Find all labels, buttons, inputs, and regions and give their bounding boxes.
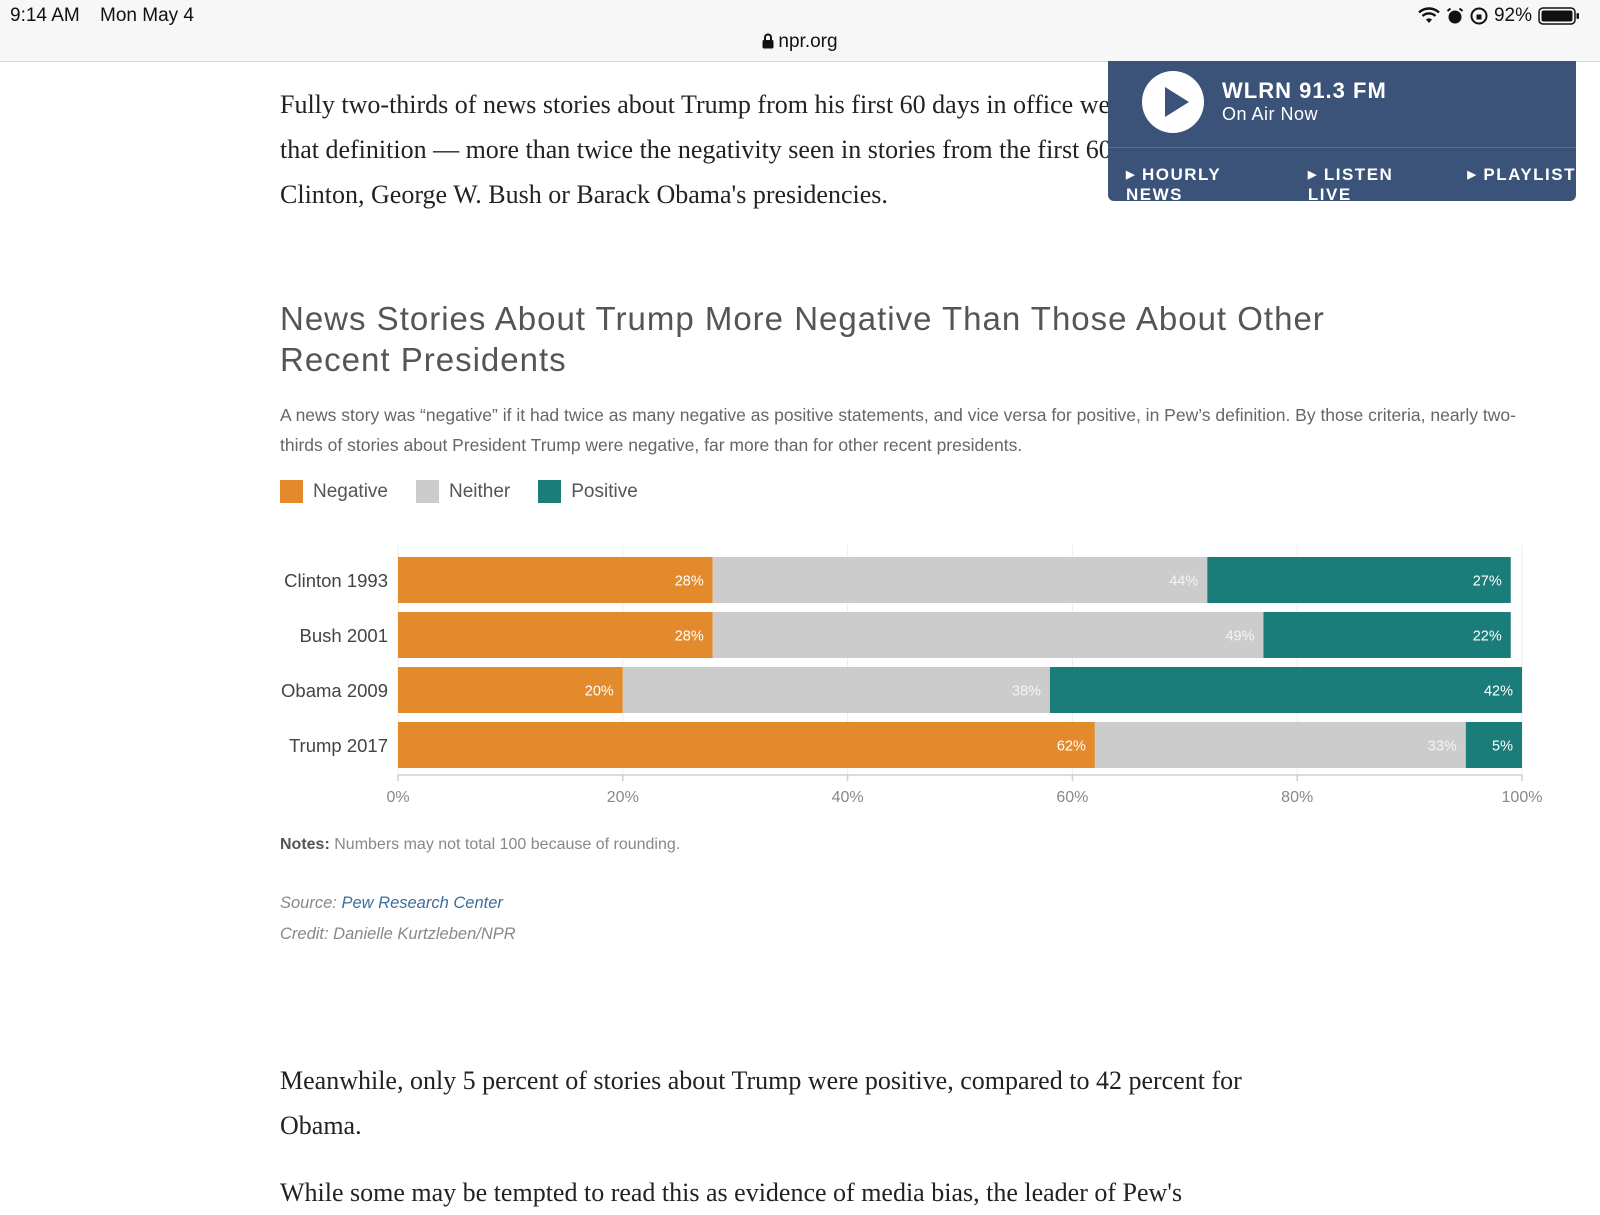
chart-title: News Stories About Trump More Negative T…: [280, 300, 1325, 378]
legend-swatch-negative: [280, 480, 303, 503]
playlist-label: PLAYLIST: [1483, 165, 1576, 184]
legend-label-negative: Negative: [313, 480, 388, 502]
bar-segment-negative: [398, 557, 713, 603]
category-label: Trump 2017: [289, 735, 388, 756]
status-time: 9:14 AM: [10, 5, 80, 26]
data-label: 33%: [1428, 739, 1457, 755]
data-label: 5%: [1492, 739, 1513, 755]
bar-segment-positive: [1263, 612, 1511, 658]
data-label: 49%: [1225, 629, 1254, 645]
alarm-icon: [1446, 7, 1464, 24]
url-text: npr.org: [778, 31, 838, 52]
battery-icon: [1538, 7, 1579, 25]
playlist-link[interactable]: ▶ PLAYLIST: [1467, 165, 1576, 205]
lock-icon: [762, 33, 774, 49]
data-label: 28%: [675, 574, 704, 590]
player-links: ▶ HOURLY NEWS ▶ LISTEN LIVE ▶ PLAYLIST: [1126, 165, 1576, 205]
category-label: Bush 2001: [300, 625, 388, 646]
data-label: 20%: [585, 684, 614, 700]
legend-swatch-positive: [538, 480, 562, 503]
chart-credit: Credit: Danielle Kurtzleben/NPR: [280, 925, 516, 943]
bar-segment-negative: [398, 722, 1095, 768]
radio-player: WLRN 91.3 FM On Air Now ▶ HOURLY NEWS ▶ LI…: [1108, 61, 1576, 204]
notes-text: Numbers may not total 100 because of rou…: [334, 836, 681, 853]
category-label: Obama 2009: [281, 680, 388, 701]
x-tick-label: 20%: [607, 789, 639, 806]
data-label: 27%: [1473, 574, 1502, 590]
legend-item-neither: Neither: [416, 480, 510, 503]
x-tick-label: 40%: [832, 789, 864, 806]
play-button[interactable]: [1142, 71, 1204, 133]
legend-label-positive: Positive: [571, 480, 638, 502]
address-bar[interactable]: npr.org: [0, 31, 1600, 53]
legend-item-negative: Negative: [280, 480, 388, 503]
data-label: 42%: [1484, 684, 1513, 700]
bar-segment-positive: [1049, 667, 1522, 713]
station-name: WLRN 91.3 FM: [1222, 78, 1387, 103]
triangle-right-icon: ▶: [1126, 169, 1136, 181]
data-label: 28%: [675, 629, 704, 645]
chart-source: Source: Pew Research Center: [280, 894, 503, 913]
bar-segment-positive: [1207, 557, 1511, 603]
rotation-lock-icon: [1470, 7, 1488, 25]
legend-swatch-neither: [416, 480, 439, 503]
data-label: 38%: [1012, 684, 1041, 700]
status-icons: 92%: [1418, 5, 1580, 27]
x-tick-label: 80%: [1281, 789, 1313, 806]
listen-live-label: LISTEN LIVE: [1307, 165, 1394, 204]
bar-segment-neither: [622, 667, 1050, 713]
on-air-status: On Air Now: [1222, 104, 1319, 124]
chart-notes: Notes: Numbers may not total 100 because…: [280, 836, 680, 854]
x-tick-label: 60%: [1056, 789, 1088, 806]
player-divider: [1108, 147, 1576, 148]
data-label: 44%: [1169, 574, 1198, 590]
status-bar: 9:14 AM Mon May 4 92% npr.org: [0, 0, 1600, 62]
stacked-bar-chart: Clinton 1993 28% 44% 27% Bush 2001 28% 49% 22% O…: [281, 545, 1543, 806]
category-label: Clinton 1993: [284, 570, 388, 591]
article-paragraph: While some may be tempted to read this a…: [280, 1178, 1183, 1207]
article-paragraph: Fully two-thirds of news stories about T…: [280, 90, 1258, 209]
legend-label-neither: Neither: [449, 480, 511, 502]
triangle-right-icon: ▶: [1307, 169, 1318, 181]
legend-item-positive: Positive: [538, 480, 638, 503]
x-tick-label: 100%: [1502, 789, 1543, 806]
bar-segment-neither: [712, 612, 1264, 658]
hourly-news-label: HOURLY NEWS: [1126, 165, 1221, 204]
bar-segment-neither: [1094, 722, 1466, 768]
bar-segment-negative: [398, 667, 623, 713]
source-label: Source:: [280, 894, 337, 912]
bar-segment-negative: [398, 612, 713, 658]
battery-percent: 92%: [1493, 5, 1532, 26]
wifi-icon: [1418, 7, 1440, 23]
bar-segment-neither: [712, 557, 1208, 603]
source-link[interactable]: Pew Research Center: [341, 894, 503, 912]
triangle-right-icon: ▶: [1467, 169, 1478, 181]
x-tick-label: 0%: [386, 789, 409, 806]
listen-live-link[interactable]: ▶ LISTEN LIVE: [1308, 165, 1442, 205]
notes-label: Notes:: [280, 836, 330, 853]
bar-segment-positive: [1465, 722, 1522, 768]
data-label: 22%: [1473, 629, 1502, 645]
chart-legend: Negative Neither Positive: [280, 480, 638, 503]
status-date: Mon May 4: [100, 5, 194, 26]
data-label: 62%: [1057, 739, 1086, 755]
hourly-news-link[interactable]: ▶ HOURLY NEWS: [1126, 165, 1282, 205]
article-paragraph: Meanwhile, only 5 percent of stories abo…: [280, 1066, 1242, 1140]
chart-subtitle: A news story was “negative” if it had tw…: [280, 405, 1516, 455]
play-icon: [1165, 87, 1189, 117]
